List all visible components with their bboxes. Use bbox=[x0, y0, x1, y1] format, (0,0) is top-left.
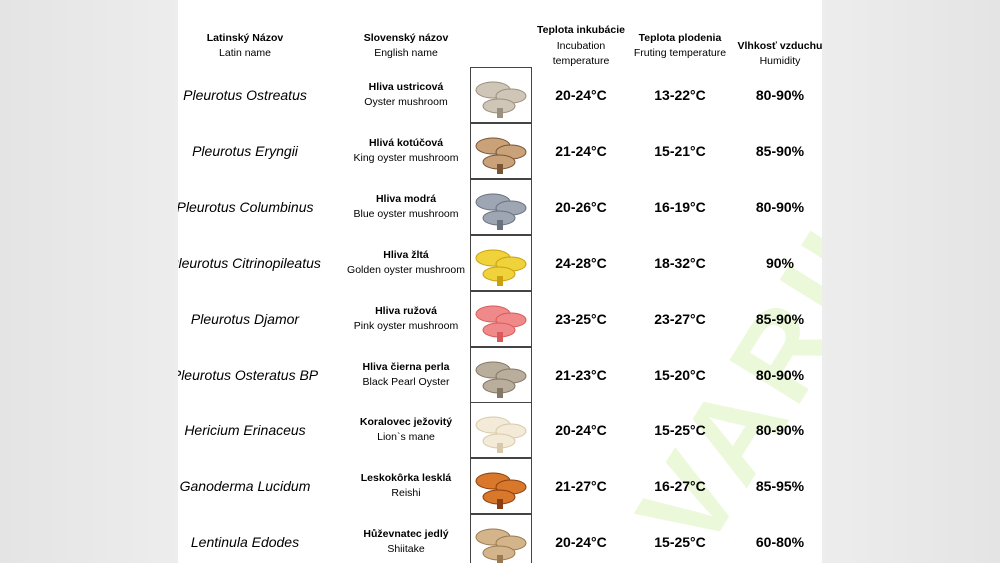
mushroom-icon bbox=[475, 249, 527, 286]
header-fruiting: Teplota plodenia bbox=[638, 32, 722, 44]
latin-name: Pleurotus Djamor bbox=[190, 310, 300, 327]
mushroom-image bbox=[470, 178, 532, 235]
slovak-name: Koralovec ježovitý bbox=[359, 416, 453, 429]
mushroom-image bbox=[470, 67, 532, 123]
slovak-name: Hliva ustricová bbox=[368, 81, 444, 93]
latin-name: Pleurotus Columbinus bbox=[178, 198, 314, 215]
english-name: Pink oyster mushroom bbox=[353, 319, 459, 332]
english-name: Blue oyster mushroom bbox=[353, 207, 459, 220]
slovak-name: Hlivá kotúčová bbox=[368, 136, 444, 149]
fruiting-temp: 15-20°C bbox=[654, 366, 706, 383]
header-latin-en: Latin name bbox=[219, 47, 271, 59]
fruiting-temp: 15-21°C bbox=[654, 142, 706, 159]
mushroom-icon bbox=[475, 361, 527, 398]
humidity: 85-90% bbox=[755, 310, 805, 327]
humidity: 90% bbox=[765, 254, 795, 271]
mushroom-image bbox=[470, 346, 532, 403]
latin-name: Pleurotus Osteratus BP bbox=[178, 366, 319, 383]
latin-name: Pleurotus Ostreatus bbox=[183, 87, 307, 103]
mushroom-icon bbox=[475, 528, 527, 563]
humidity: 80-90% bbox=[755, 87, 805, 103]
header-incubation: Teplota inkubácie bbox=[537, 24, 625, 36]
fruiting-temp: 16-19°C bbox=[654, 198, 706, 215]
humidity: 80-90% bbox=[755, 198, 805, 215]
incubation-temp: 23-25°C bbox=[555, 310, 607, 327]
humidity: 60-80% bbox=[755, 534, 805, 551]
humidity: 85-90% bbox=[755, 142, 805, 159]
english-name: Black Pearl Oyster bbox=[362, 375, 450, 388]
mushroom-image bbox=[470, 458, 532, 515]
fruiting-temp: 15-25°C bbox=[654, 422, 706, 439]
slovak-name: Hůževnatec jedlý bbox=[363, 528, 449, 541]
slovak-name: Hliva čierna perla bbox=[362, 360, 450, 373]
mushroom-image bbox=[470, 234, 532, 291]
english-name: Shiitake bbox=[387, 543, 425, 556]
fruiting-temp: 16-27°C bbox=[654, 478, 706, 495]
slovak-name: Hliva ružová bbox=[375, 304, 437, 317]
header-humidity-en: Humidity bbox=[759, 55, 801, 67]
incubation-temp: 21-27°C bbox=[555, 478, 607, 495]
english-name: Oyster mushroom bbox=[364, 96, 448, 108]
fruiting-temp: 18-32°C bbox=[654, 254, 706, 271]
mushroom-icon bbox=[475, 416, 527, 454]
header-latin: Latinský Názov bbox=[206, 32, 284, 44]
latin-name: Hericium Erinaceus bbox=[184, 422, 306, 439]
slovak-name: Hliva modrá bbox=[375, 192, 437, 205]
mushroom-icon bbox=[475, 472, 527, 510]
incubation-temp: 20-24°C bbox=[555, 534, 607, 551]
header-humidity: Vlhkosť vzduchu bbox=[737, 40, 822, 52]
mushroom-icon bbox=[475, 305, 527, 342]
english-name: Golden oyster mushroom bbox=[347, 263, 465, 276]
table-sheet: VARIUM Latinský Názov Latin name Slovens… bbox=[178, 0, 822, 563]
header-incubation-en: temperature bbox=[552, 55, 610, 67]
fruiting-temp: 23-27°C bbox=[654, 310, 706, 327]
english-name: Reishi bbox=[391, 487, 421, 500]
english-name: King oyster mushroom bbox=[353, 151, 459, 164]
fruiting-temp: 13-22°C bbox=[654, 87, 706, 103]
incubation-temp: 21-23°C bbox=[555, 366, 607, 383]
mushroom-image bbox=[470, 514, 532, 563]
header-slovak: Slovenský názov bbox=[363, 32, 449, 44]
humidity: 80-90% bbox=[755, 422, 805, 439]
header-fruiting-en: Fruting temperature bbox=[633, 47, 727, 59]
mushroom-icon bbox=[475, 81, 527, 118]
mushroom-image bbox=[470, 402, 532, 459]
incubation-temp: 21-24°C bbox=[555, 142, 607, 159]
fruiting-temp: 15-25°C bbox=[654, 534, 706, 551]
slovak-name: Leskokôrka lesklá bbox=[360, 472, 452, 485]
latin-name: Pleurotus Eryngii bbox=[192, 142, 298, 159]
humidity: 85-95% bbox=[755, 478, 805, 495]
mushroom-icon bbox=[475, 193, 527, 230]
english-name: Lion`s mane bbox=[377, 431, 435, 444]
incubation-temp: 24-28°C bbox=[555, 254, 607, 271]
header-slovak-en: English name bbox=[374, 47, 438, 59]
slovak-name: Hliva žltá bbox=[383, 248, 429, 261]
latin-name: Pleurotus Citrinopileatus bbox=[178, 254, 321, 271]
latin-name: Lentinula Edodes bbox=[190, 534, 300, 551]
header-incubation-en: Incubation bbox=[556, 40, 606, 52]
latin-name: Ganoderma Lucidum bbox=[179, 478, 311, 495]
mushroom-icon bbox=[475, 137, 527, 174]
incubation-temp: 20-24°C bbox=[555, 87, 607, 103]
humidity: 80-90% bbox=[755, 366, 805, 383]
mushroom-image bbox=[470, 290, 532, 347]
incubation-temp: 20-24°C bbox=[555, 422, 607, 439]
incubation-temp: 20-26°C bbox=[555, 198, 607, 215]
mushroom-image bbox=[470, 122, 532, 179]
